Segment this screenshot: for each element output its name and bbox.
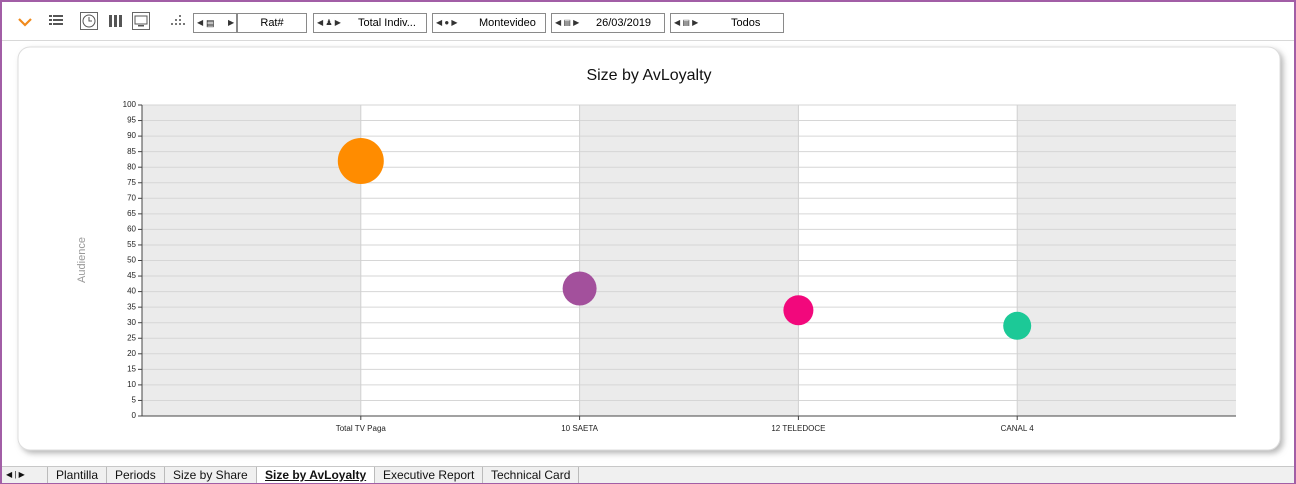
- x-tick-label: 12 TELEDOCE: [771, 424, 825, 433]
- x-tick-label: Total TV Paga: [336, 424, 387, 433]
- sheet-tab[interactable]: Plantilla: [48, 467, 108, 483]
- y-tick-label: 55: [127, 240, 136, 249]
- y-tick-label: 60: [127, 225, 136, 234]
- y-tick-label: 0: [132, 411, 137, 420]
- y-tick-label: 35: [127, 302, 136, 311]
- sheet-tab[interactable]: Executive Report: [375, 467, 484, 483]
- clock-icon[interactable]: [80, 12, 98, 30]
- y-axis-label: Audience: [76, 237, 88, 283]
- y-tick-label: 40: [127, 287, 136, 296]
- y-tick-label: 80: [127, 162, 136, 171]
- sheet-tab[interactable]: Periods: [107, 467, 165, 483]
- selector-text: Montevideo: [479, 17, 536, 29]
- bubble: [337, 137, 384, 184]
- x-tick-label: CANAL 4: [1001, 424, 1035, 433]
- period-selector[interactable]: ◀ ▤ ▶ Todos: [670, 13, 784, 33]
- selector-text: Rat#: [260, 17, 284, 29]
- y-tick-label: 10: [127, 380, 136, 389]
- y-tick-label: 70: [127, 193, 136, 202]
- date-selector[interactable]: ◀ ▤ ▶ 26/03/2019: [551, 13, 665, 33]
- y-tick-label: 20: [127, 349, 136, 358]
- selector-text: Total Indiv...: [358, 17, 416, 29]
- bubble: [1003, 311, 1032, 340]
- y-tick-label: 95: [127, 116, 136, 125]
- collapse-button[interactable]: [16, 12, 36, 32]
- chart-title: Size by AvLoyalty: [586, 67, 711, 84]
- measure-selector[interactable]: Rat#: [237, 13, 307, 33]
- sheet-tab[interactable]: Size by AvLoyalty: [257, 467, 376, 483]
- selector-text: 26/03/2019: [596, 17, 652, 29]
- y-tick-label: 75: [127, 178, 136, 187]
- list-icon[interactable]: [48, 13, 64, 29]
- chart: Size by AvLoyalty Audience 0 5 10 15 20 25 30 3…: [17, 46, 1281, 451]
- y-tick-label: 90: [127, 131, 136, 140]
- x-tick-label: 10 SAETA: [561, 424, 598, 433]
- y-tick-label: 15: [127, 364, 136, 373]
- selector-text: Todos: [731, 17, 761, 29]
- tab-nav[interactable]: ◀ | ▶: [2, 467, 48, 483]
- y-tick-label: 100: [123, 100, 137, 109]
- y-tick-label: 50: [127, 256, 136, 265]
- y-tick-label: 25: [127, 333, 136, 342]
- sheet-tab[interactable]: Size by Share: [165, 467, 257, 483]
- grid-icon[interactable]: [170, 13, 186, 29]
- y-tick-label: 5: [132, 396, 137, 405]
- target-selector[interactable]: ◀ ♟ ▶ Total Indiv...: [313, 13, 427, 33]
- bubble: [562, 271, 597, 306]
- y-tick-label: 30: [127, 318, 136, 327]
- region-selector[interactable]: ◀ ● ▶ Montevideo: [432, 13, 546, 33]
- columns-icon[interactable]: [108, 13, 124, 29]
- monitor-icon[interactable]: [132, 12, 150, 30]
- sheet-tab[interactable]: Technical Card: [483, 467, 580, 483]
- toolbar: ◀ ▤ ▶ Rat# ◀ ♟ ▶ Total Indiv... ◀ ● ▶ Montev…: [2, 2, 1294, 41]
- y-tick-label: 45: [127, 271, 136, 280]
- y-tick-label: 85: [127, 147, 136, 156]
- measure-nav[interactable]: ◀ ▤ ▶: [193, 13, 237, 33]
- tab-bar: ◀ | ▶ Plantilla Periods Size by Share Size …: [2, 466, 1294, 483]
- bubble: [783, 295, 814, 326]
- y-tick-label: 65: [127, 209, 136, 218]
